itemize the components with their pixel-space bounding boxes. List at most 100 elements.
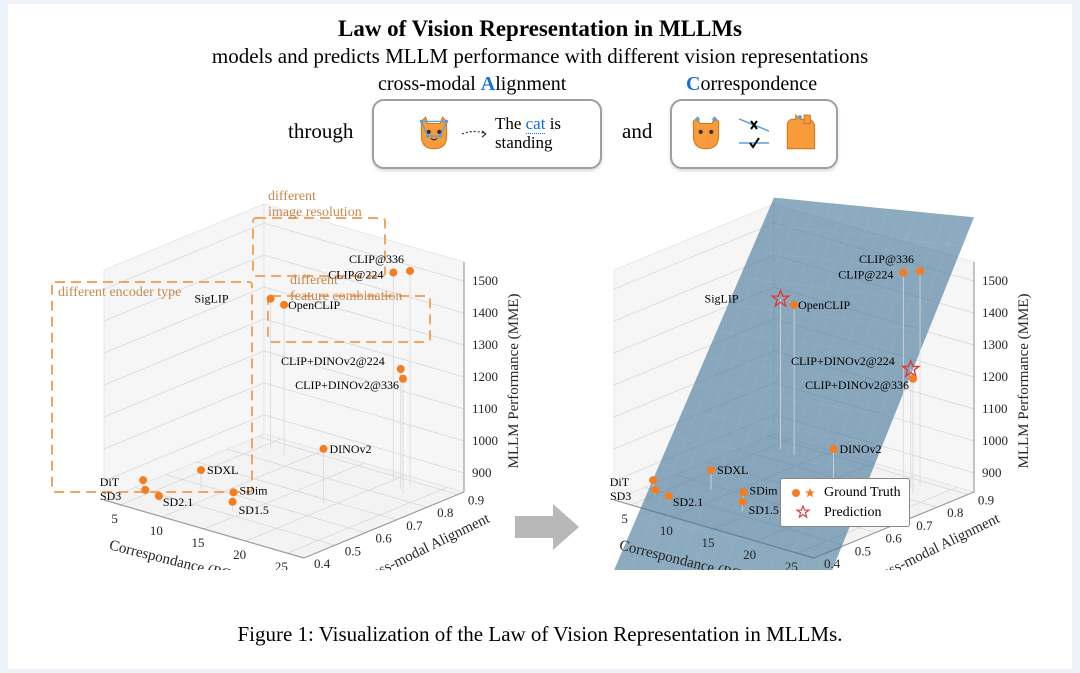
title-sub: models and predicts MLLM performance wit…: [8, 44, 1072, 69]
svg-text:0.5: 0.5: [855, 543, 871, 558]
svg-text:0.4: 0.4: [314, 556, 331, 570]
chart-left: 5 10 15 20 25 0.4 0.5 0.6 0.7 0.8 0.9 900 1000 1100 12…: [38, 180, 558, 570]
svg-text:0.8: 0.8: [947, 505, 963, 520]
legend-gt: Ground Truth: [789, 483, 901, 503]
box1-cat: cat: [526, 114, 546, 134]
svg-text:SD3: SD3: [610, 489, 631, 503]
svg-text:CLIP@224: CLIP@224: [838, 268, 893, 282]
svg-text:5: 5: [111, 511, 118, 526]
svg-text:15: 15: [192, 535, 205, 550]
svg-text:OpenCLIP: OpenCLIP: [798, 298, 850, 312]
svg-text:OpenCLIP: OpenCLIP: [288, 298, 340, 312]
svg-text:0.4: 0.4: [824, 556, 841, 570]
svg-text:MLLM Performance (MME): MLLM Performance (MME): [506, 294, 522, 469]
svg-text:20: 20: [233, 547, 246, 562]
svg-text:SD3: SD3: [100, 489, 121, 503]
svg-text:SD2.1: SD2.1: [163, 495, 193, 509]
svg-text:1400: 1400: [472, 305, 498, 320]
svg-text:CLIP@336: CLIP@336: [859, 252, 914, 266]
svg-text:25: 25: [785, 559, 798, 570]
svg-text:1400: 1400: [982, 305, 1008, 320]
alignment-accent: A: [481, 73, 495, 95]
alignment-box-text: The cat is standing: [495, 115, 561, 152]
svg-text:1100: 1100: [982, 401, 1008, 416]
cat-right-icon: [781, 113, 823, 155]
svg-text:CLIP+DINOv2@336: CLIP+DINOv2@336: [295, 378, 399, 392]
svg-text:SDim: SDim: [749, 483, 778, 497]
legend-gt-text: Ground Truth: [824, 483, 901, 503]
svg-text:1000: 1000: [472, 433, 498, 448]
svg-text:0.5: 0.5: [345, 543, 361, 558]
svg-text:SD1.5: SD1.5: [239, 503, 269, 517]
svg-text:0.8: 0.8: [437, 505, 453, 520]
concept-row: cross-modal Alignment Correspondence thr…: [8, 75, 1072, 185]
box1-line2: standing: [495, 133, 553, 152]
svg-text:1100: 1100: [472, 401, 498, 416]
and-text: and: [622, 119, 652, 144]
box1-pre: The: [495, 114, 526, 133]
svg-text:900: 900: [472, 465, 492, 480]
svg-text:0.7: 0.7: [916, 518, 933, 533]
svg-text:1300: 1300: [472, 337, 498, 352]
svg-text:5: 5: [621, 511, 628, 526]
correspondence-post: orrespondence: [700, 73, 817, 95]
svg-text:SD2.1: SD2.1: [673, 495, 703, 509]
legend-pred-text: Prediction: [824, 503, 882, 523]
svg-text:SigLIP: SigLIP: [195, 292, 229, 306]
svg-text:CLIP+DINOv2@336: CLIP+DINOv2@336: [805, 378, 909, 392]
dotted-arrow-icon: [461, 128, 489, 140]
svg-text:1200: 1200: [472, 369, 498, 384]
cross-line-icon: [739, 117, 769, 133]
svg-text:different encoder type: different encoder type: [58, 285, 181, 300]
svg-text:CLIP@336: CLIP@336: [349, 252, 404, 266]
through-text: through: [288, 119, 353, 144]
svg-text:900: 900: [982, 465, 1002, 480]
alignment-label: cross-modal Alignment: [378, 73, 566, 96]
svg-text:1500: 1500: [472, 273, 498, 288]
svg-text:CLIP+DINOv2@224: CLIP+DINOv2@224: [281, 354, 385, 368]
svg-text:MLLM Performance (MME): MLLM Performance (MME): [1016, 294, 1032, 469]
correspondence-accent: C: [686, 73, 700, 95]
legend-box: Ground Truth Prediction: [780, 478, 910, 527]
svg-text:DiT: DiT: [100, 475, 120, 489]
svg-text:DiT: DiT: [610, 475, 630, 489]
chart-right: 5 10 15 20 25 0.4 0.5 0.6 0.7 0.8 0.9 900 1000 1100 12…: [548, 180, 1068, 570]
svg-text:DINOv2: DINOv2: [839, 442, 881, 456]
cat-icon: [413, 113, 455, 155]
svg-text:CLIP+DINOv2@224: CLIP+DINOv2@224: [791, 354, 895, 368]
legend-pred: Prediction: [789, 503, 901, 523]
svg-text:SDim: SDim: [239, 483, 268, 497]
alignment-box: The cat is standing: [372, 99, 602, 169]
svg-text:SDXL: SDXL: [717, 463, 748, 477]
svg-text:1000: 1000: [982, 433, 1008, 448]
alignment-post: lignment: [495, 73, 566, 95]
svg-text:1500: 1500: [982, 273, 1008, 288]
svg-text:SD1.5: SD1.5: [749, 503, 779, 517]
check-line-icon: [739, 135, 769, 151]
svg-text:25: 25: [275, 559, 288, 570]
svg-text:10: 10: [150, 523, 163, 538]
svg-text:SigLIP: SigLIP: [705, 292, 739, 306]
svg-text:image resolution: image resolution: [268, 205, 362, 220]
svg-text:0.6: 0.6: [376, 531, 393, 546]
alignment-pre: cross-modal: [378, 73, 481, 95]
svg-text:0.9: 0.9: [468, 493, 484, 508]
svg-text:1300: 1300: [982, 337, 1008, 352]
title-block: Law of Vision Representation in MLLMs mo…: [8, 4, 1072, 69]
svg-text:CLIP@224: CLIP@224: [328, 268, 383, 282]
check-cross-stack: [739, 117, 769, 151]
svg-text:DINOv2: DINOv2: [329, 442, 371, 456]
figure-caption: Figure 1: Visualization of the Law of Vi…: [8, 622, 1072, 647]
title-main: Law of Vision Representation in MLLMs: [8, 16, 1072, 42]
svg-text:1200: 1200: [982, 369, 1008, 384]
svg-text:15: 15: [702, 535, 715, 550]
svg-text:0.6: 0.6: [886, 531, 903, 546]
svg-text:0.9: 0.9: [978, 493, 994, 508]
svg-text:20: 20: [743, 547, 756, 562]
box1-post: is: [545, 114, 561, 133]
svg-text:10: 10: [660, 523, 673, 538]
correspondence-box: [670, 99, 838, 169]
charts-row: 5 10 15 20 25 0.4 0.5 0.6 0.7 0.8 0.9 900 1000 1100 12…: [8, 180, 1072, 580]
svg-text:0.7: 0.7: [406, 518, 423, 533]
cat-left-icon: [685, 113, 727, 155]
